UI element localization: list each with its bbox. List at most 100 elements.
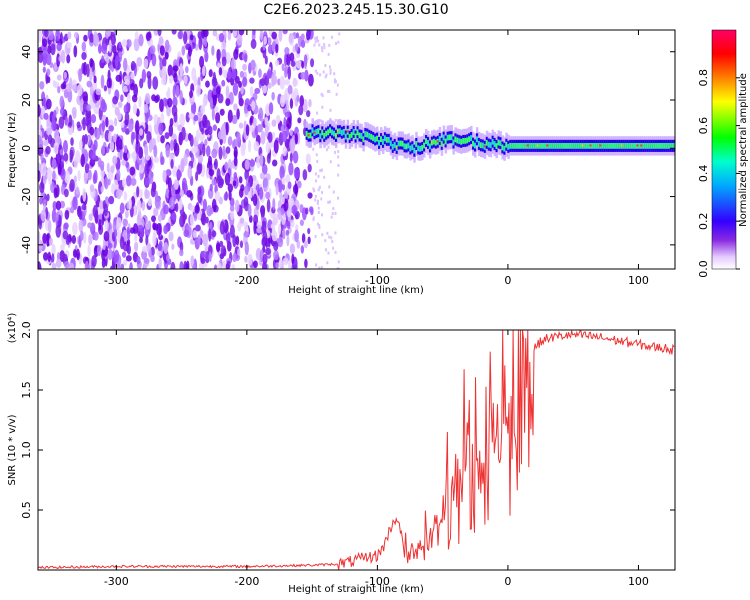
spectrogram-noise-cell (71, 106, 77, 116)
spectrogram-noise-cell (44, 30, 49, 38)
spectrogram-noise-cell (99, 211, 103, 221)
spectrogram-noise-cell (321, 233, 324, 237)
spectrogram-noise-cell (121, 251, 127, 258)
spectrogram-noise-cell (260, 130, 266, 145)
snr-y-ticks: 0.5 1.0 1.5 2.0 (20, 321, 675, 519)
spectrogram-noise-cell (247, 105, 252, 112)
spectrogram-noise-cell (291, 253, 295, 265)
spectrogram-noise-cell (48, 30, 54, 41)
spectrogram-noise-cell (91, 255, 97, 268)
spectrogram-noise-cell (73, 31, 79, 39)
spectrogram-noise-cell (120, 263, 125, 269)
spectrogram-band-core (542, 142, 546, 149)
spectrogram-noise-cell (107, 69, 111, 82)
spectrogram-noise-cell (121, 159, 127, 166)
spectrogram-band-core (642, 142, 645, 149)
spectrogram-noise-cell (238, 122, 244, 129)
spectrogram-noise-cell (48, 237, 53, 246)
spectrogram-noise-cell (235, 235, 240, 246)
spectrogram-noise-cell (113, 179, 119, 192)
spectrogram-noise-cell (221, 79, 226, 87)
spectrogram-noise-cell (171, 212, 177, 221)
spectrogram-noise-cell (142, 246, 148, 253)
spectrogram-noise-cell (324, 75, 327, 79)
spectrogram-noise-cell (100, 185, 104, 193)
spectrogram-noise-cell (302, 169, 308, 181)
spectrogram-noise-cell (232, 82, 239, 96)
spectrogram-noise-cell (208, 69, 213, 78)
colorbar: 0.0 0.2 0.4 0.6 0.8 Normalized spectral ampl… (697, 29, 749, 278)
spectrogram-noise-cell (214, 106, 219, 114)
spectrogram-noise-cell (116, 217, 122, 229)
spectrogram-noise-cell (59, 95, 65, 109)
spectrogram-noise-cell (252, 117, 257, 127)
spectrogram-noise-cell (47, 134, 53, 145)
spectrogram-noise-cell (86, 63, 90, 78)
spectrogram-noise-cell (158, 240, 163, 249)
spectrogram-noise-cell (47, 219, 52, 234)
spectrogram-noise-cell (93, 75, 97, 84)
spectrogram-band-core (611, 142, 614, 149)
spectrogram-noise-cell (56, 74, 62, 81)
spectrogram-noise-cell (259, 30, 264, 41)
colorbar-label: Normalized spectral amplitude (738, 73, 749, 227)
spectrogram-noise-cell (71, 84, 78, 92)
spectrogram-noise-cell (46, 68, 51, 77)
spectrogram-noise-cell (60, 107, 65, 116)
spectrogram-band-core (385, 136, 389, 143)
spectrogram-noise-cell (332, 246, 335, 250)
spectrogram-noise-cell (204, 138, 208, 147)
spectrogram-noise-cell (79, 98, 84, 113)
spectrogram-noise-cell (238, 176, 243, 184)
spectrogram-noise-cell (336, 196, 339, 200)
spectrogram-noise-cell (45, 98, 52, 110)
spectrogram-noise-cell (265, 141, 271, 154)
spectrogram-noise-cell (130, 72, 135, 80)
spectrogram-noise-cell (94, 127, 101, 140)
spectrogram-band-core (362, 136, 365, 143)
spectrogram-noise-cell (78, 210, 83, 220)
spectrogram-noise-cell (159, 98, 164, 112)
spectrogram-y-tick-label: -20 (20, 188, 33, 206)
spectrogram-noise-cell (267, 82, 272, 89)
spectrogram-noise-cell (96, 244, 102, 257)
spectrogram-noise-cell (327, 200, 330, 204)
spectrogram-noise-cell (216, 48, 221, 62)
spectrogram-noise-cell (40, 209, 47, 222)
spectrogram-noise-cell (281, 212, 286, 226)
spectrogram-noise-cell (129, 166, 136, 176)
colorbar-gradient (711, 29, 737, 270)
spectrogram-noise-cell (243, 231, 250, 238)
spectrogram-noise-cell (307, 227, 311, 235)
spectrogram-noise-cell (179, 249, 184, 257)
spectrogram-noise-cell (171, 243, 175, 250)
snr-x-tick-label: 100 (628, 575, 649, 588)
spectrogram-noise-cell (307, 192, 313, 199)
spectrogram-noise-cell (227, 183, 234, 193)
spectrogram-noise-cell (219, 221, 225, 235)
spectrogram-band-core (544, 142, 547, 149)
spectrogram-noise-cell (252, 193, 258, 207)
spectrogram-noise-cell (289, 129, 293, 136)
spectrogram-noise-cell (123, 191, 128, 201)
spectrogram-band-core (391, 143, 395, 150)
spectrogram-noise-cell (233, 172, 238, 180)
spectrogram-band-core (562, 142, 565, 149)
spectrogram-noise-cell (175, 84, 180, 98)
spectrogram-noise-cell (221, 123, 226, 132)
spectrogram-noise-cell (58, 55, 63, 62)
spectrogram-noise-cell (325, 73, 328, 77)
spectrogram-noise-cell (89, 33, 94, 44)
spectrogram-band-core (616, 142, 620, 149)
spectrogram-noise-cell (224, 161, 229, 171)
spectrogram-noise-cell (315, 263, 318, 267)
spectrogram-noise-cell (329, 68, 332, 72)
spectrogram-noise-cell (287, 181, 292, 190)
spectrogram-noise-cell (233, 146, 238, 159)
spectrogram-noise-cell (244, 241, 249, 256)
spectrogram-band-core (323, 132, 326, 139)
spectrogram-noise-cell (313, 189, 316, 193)
spectrogram-noise-cell (271, 74, 278, 85)
spectrogram-noise-cell (38, 30, 42, 40)
spectrogram-noise-cell (227, 109, 233, 123)
